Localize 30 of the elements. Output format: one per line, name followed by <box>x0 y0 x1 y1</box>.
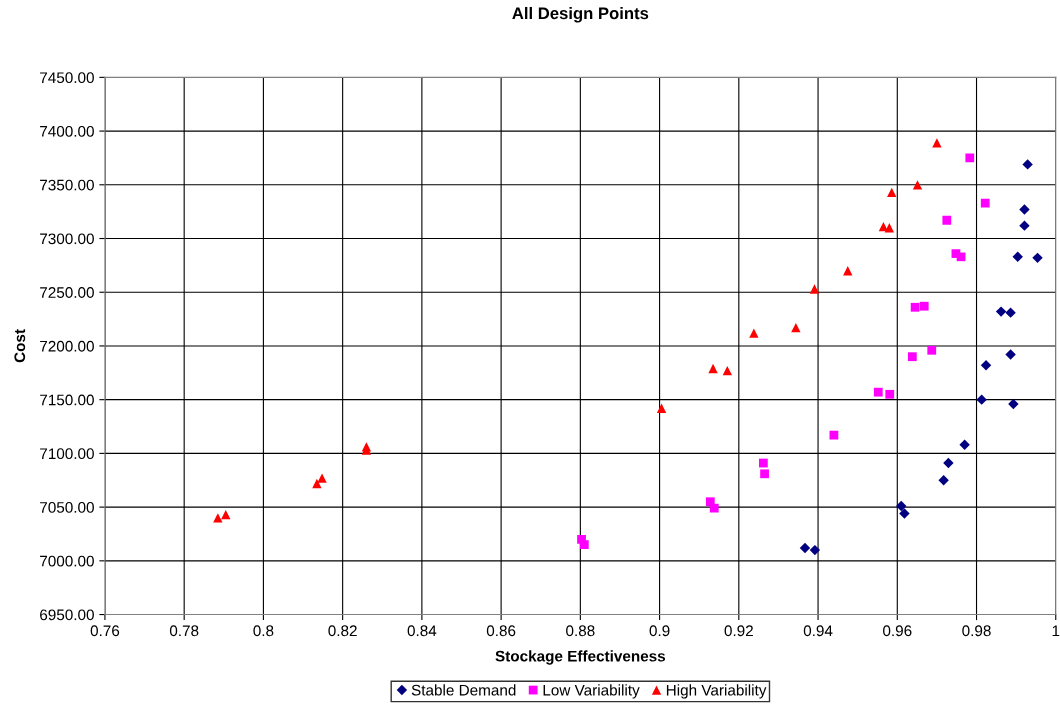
y-tick-label: 6950.00 <box>40 609 94 621</box>
x-tick-label: 0.94 <box>803 625 833 637</box>
x-tick-label: 0.86 <box>486 625 516 637</box>
x-tick-label: 0.9 <box>649 625 670 637</box>
y-tick-label: 7000.00 <box>40 555 94 567</box>
x-tick-label: 0.92 <box>724 625 753 637</box>
y-tick-label: 7100.00 <box>40 448 94 460</box>
x-tick-label: 0.8 <box>253 625 274 637</box>
y-tick-label: 7350.00 <box>40 179 94 191</box>
y-tick-label: 7200.00 <box>40 340 94 352</box>
legend-label: Stable Demand <box>411 684 516 696</box>
y-tick-label: 7050.00 <box>40 501 94 513</box>
x-tick-label: 0.78 <box>169 625 199 637</box>
x-axis-title: Stockage Effectiveness <box>495 650 666 665</box>
x-tick-label: 0.98 <box>962 625 991 637</box>
y-axis-title: Cost <box>14 329 26 363</box>
x-tick-label: 0.96 <box>883 625 912 637</box>
x-tick-label: 0.82 <box>328 625 357 637</box>
y-tick-label: 7250.00 <box>40 287 94 298</box>
x-tick-label: 1 <box>1052 625 1060 637</box>
y-tick-label: 7300.00 <box>40 233 94 245</box>
x-tick-label: 0.88 <box>566 625 595 637</box>
legend-label: Low Variability <box>543 684 640 699</box>
y-tick-label: 7400.00 <box>40 125 94 137</box>
x-tick-label: 0.76 <box>90 625 120 637</box>
y-tick-label: 7150.00 <box>40 394 94 406</box>
y-tick-label: 7450.00 <box>40 72 94 84</box>
legend-label: High Variability <box>666 684 767 699</box>
x-tick-label: 0.84 <box>407 625 437 637</box>
chart-title: All Design Points <box>512 6 649 23</box>
